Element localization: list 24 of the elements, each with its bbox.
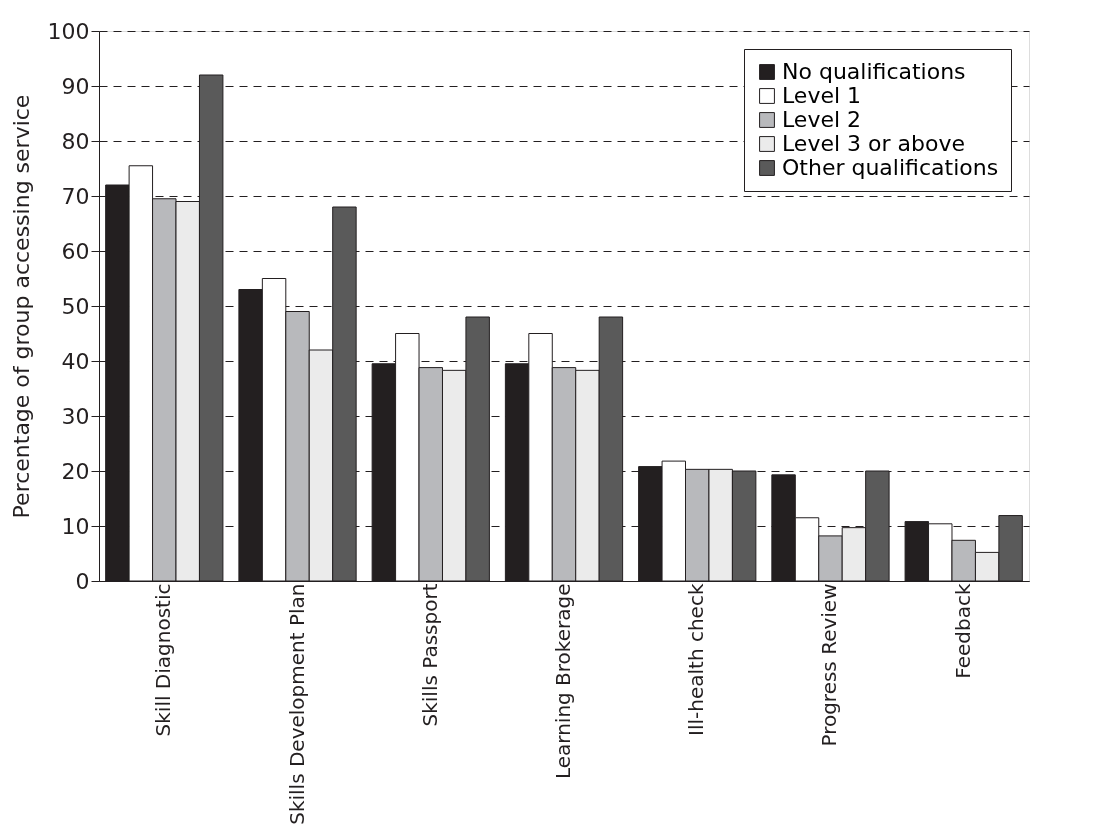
- x-tick-label: Ill-health check: [684, 583, 709, 736]
- x-tick-label: Progress Review: [817, 583, 842, 747]
- legend-label: Level 1: [782, 83, 862, 108]
- y-tick-label: 10: [61, 513, 90, 539]
- y-tick-label: 60: [61, 238, 90, 264]
- y-tick-label: 100: [47, 18, 90, 44]
- x-tick-label: Skills Passport: [417, 583, 442, 727]
- x-tick-label: Learning Brokerage: [551, 583, 575, 780]
- y-axis-title: Percentage of group accessing service: [8, 94, 34, 519]
- legend-label: Level 2: [782, 107, 862, 132]
- y-tick-label: 90: [61, 73, 90, 99]
- y-tick-label: 40: [61, 348, 90, 374]
- legend-label: Other qualifications: [782, 155, 999, 180]
- y-tick-label: 30: [61, 403, 90, 429]
- y-tick-label: 80: [61, 128, 90, 154]
- x-tick-label: Skill Diagnostic: [151, 583, 176, 737]
- y-tick-label: 50: [61, 293, 90, 319]
- y-tick-label: 70: [61, 183, 90, 209]
- y-tick-label: 20: [61, 458, 90, 484]
- legend-label: No qualifications: [782, 59, 966, 84]
- x-tick-label: Skills Development Plan: [284, 583, 309, 825]
- legend-label: Level 3 or above: [782, 131, 966, 156]
- x-tick-label: Feedback: [950, 583, 975, 679]
- y-tick-label: 0: [75, 568, 90, 594]
